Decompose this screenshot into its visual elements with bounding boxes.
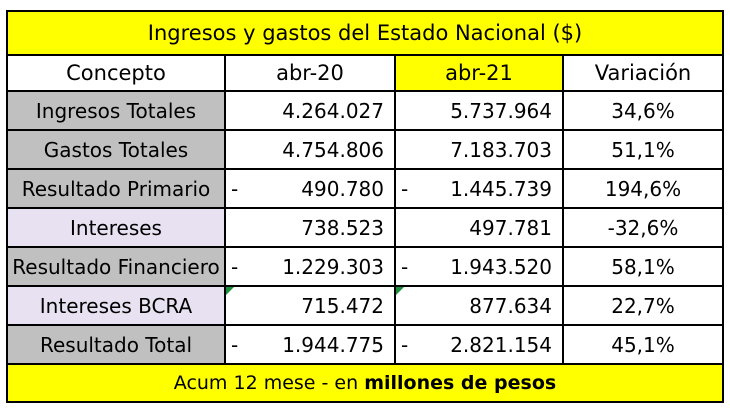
comment-marker-icon [227,288,234,295]
abr-21-value-cell[interactable]: 7.183.703 [394,129,564,170]
abr-21-value: 5.737.964 [450,98,552,123]
concept-cell[interactable]: Ingresos Totales [6,90,226,131]
header-abr-20: abr-20 [276,60,344,85]
title-row: Ingresos y gastos del Estado Nacional ($… [6,10,724,56]
table-row: Intereses BCRA 715.472 877.634 22,7% [6,285,724,326]
concept-cell[interactable]: Intereses [6,207,226,248]
variation-cell[interactable]: -32,6% [562,207,724,248]
variation-value: 194,6% [604,176,682,201]
table-row: Ingresos Totales 4.264.027 5.737.964 34,… [6,90,724,131]
abr-20-value-cell[interactable]: - 490.780 [224,168,396,209]
negative-sign: - [401,254,409,279]
variation-cell[interactable]: 51,1% [562,129,724,170]
concept-label: Intereses [70,215,162,240]
variation-value: 22,7% [611,293,675,318]
negative-sign: - [401,176,409,201]
abr-20-value-cell[interactable]: 4.264.027 [224,90,396,131]
table-row: Resultado Financiero - 1.229.303 - 1.943… [6,246,724,287]
negative-sign: - [231,254,239,279]
header-row: Concepto abr-20 abr-21 Variación [6,54,724,92]
abr-21-value-cell[interactable]: - 2.821.154 [394,324,564,365]
concept-label: Gastos Totales [43,137,189,162]
abr-20-value-cell[interactable]: 4.754.806 [224,129,396,170]
variation-value: 34,6% [611,98,675,123]
variation-cell[interactable]: 34,6% [562,90,724,131]
variation-cell[interactable]: 194,6% [562,168,724,209]
comment-marker-icon [397,288,404,295]
footer-row: Acum 12 mese - en millones de pesos [6,363,724,403]
table-row: Intereses 738.523 497.781 -32,6% [6,207,724,248]
concept-cell[interactable]: Intereses BCRA [6,285,226,326]
abr-20-value: 738.523 [301,215,384,240]
abr-20-value-cell[interactable]: - 1.229.303 [224,246,396,287]
header-abr-21-cell[interactable]: abr-21 [394,54,564,92]
footer-note-cell[interactable]: Acum 12 mese - en millones de pesos [6,363,724,403]
variation-cell[interactable]: 58,1% [562,246,724,287]
abr-21-value: 497.781 [469,215,552,240]
header-abr-20-cell[interactable]: abr-20 [224,54,396,92]
variation-value: -32,6% [607,215,679,240]
abr-20-value: 1.944.775 [282,332,384,357]
abr-21-value: 1.445.739 [450,176,552,201]
header-abr-21: abr-21 [445,60,513,85]
abr-21-value: 2.821.154 [450,332,552,357]
concept-label: Ingresos Totales [35,98,197,123]
abr-20-value: 1.229.303 [282,254,384,279]
abr-20-value-cell[interactable]: 738.523 [224,207,396,248]
variation-value: 45,1% [611,332,675,357]
negative-sign: - [231,332,239,357]
table-row: Resultado Total - 1.944.775 - 2.821.154 … [6,324,724,365]
abr-20-value: 4.754.806 [282,137,384,162]
table-title-cell[interactable]: Ingresos y gastos del Estado Nacional ($… [6,10,724,56]
abr-21-value: 877.634 [469,293,552,318]
abr-21-value: 1.943.520 [450,254,552,279]
header-variation: Variación [594,60,692,85]
negative-sign: - [401,332,409,357]
footer-prefix: Acum 12 mese - en [173,371,365,394]
concept-cell[interactable]: Resultado Financiero [6,246,226,287]
variation-value: 51,1% [611,137,675,162]
concept-cell[interactable]: Resultado Primario [6,168,226,209]
table-row: Resultado Primario - 490.780 - 1.445.739… [6,168,724,209]
table-title: Ingresos y gastos del Estado Nacional ($… [147,20,583,45]
header-concept: Concepto [66,60,166,85]
concept-label: Intereses BCRA [39,293,193,318]
variation-cell[interactable]: 22,7% [562,285,724,326]
abr-21-value-cell[interactable]: 877.634 [394,285,564,326]
concept-label: Resultado Primario [21,176,211,201]
abr-20-value: 490.780 [301,176,384,201]
budget-table: Ingresos y gastos del Estado Nacional ($… [6,10,724,403]
header-variation-cell[interactable]: Variación [562,54,724,92]
abr-20-value: 715.472 [301,293,384,318]
abr-21-value-cell[interactable]: - 1.445.739 [394,168,564,209]
header-concept-cell[interactable]: Concepto [6,54,226,92]
concept-cell[interactable]: Resultado Total [6,324,226,365]
abr-20-value: 4.264.027 [282,98,384,123]
abr-20-value-cell[interactable]: - 1.944.775 [224,324,396,365]
table-row: Gastos Totales 4.754.806 7.183.703 51,1% [6,129,724,170]
concept-label: Resultado Financiero [12,254,220,279]
concept-label: Resultado Total [39,332,193,357]
variation-value: 58,1% [611,254,675,279]
abr-21-value-cell[interactable]: 497.781 [394,207,564,248]
abr-21-value-cell[interactable]: - 1.943.520 [394,246,564,287]
abr-21-value: 7.183.703 [450,137,552,162]
variation-cell[interactable]: 45,1% [562,324,724,365]
abr-21-value-cell[interactable]: 5.737.964 [394,90,564,131]
footer-emphasis: millones de pesos [364,371,557,394]
negative-sign: - [231,176,239,201]
concept-cell[interactable]: Gastos Totales [6,129,226,170]
abr-20-value-cell[interactable]: 715.472 [224,285,396,326]
